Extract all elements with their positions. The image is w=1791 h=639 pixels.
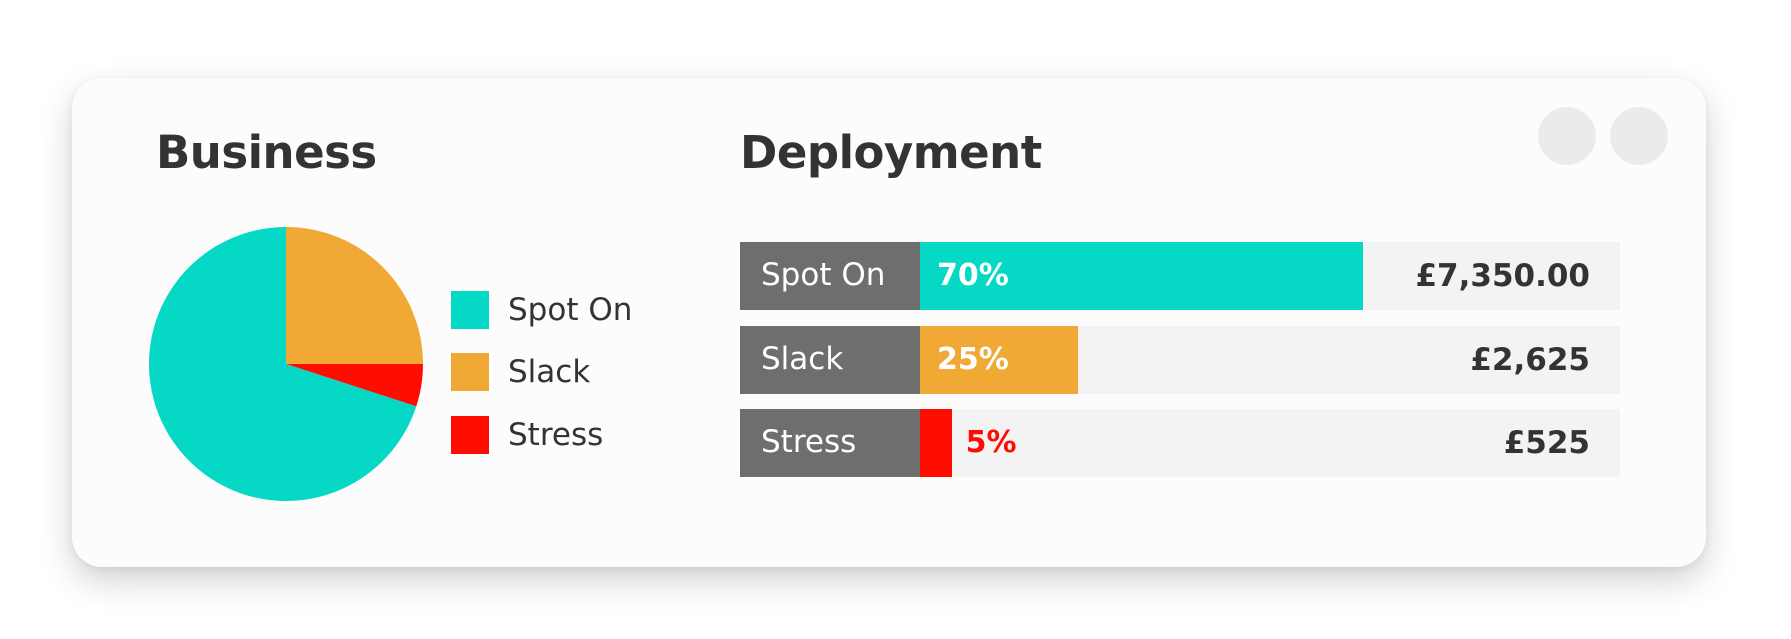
business-pie-chart [148, 227, 423, 501]
legend-label: Stress [508, 417, 604, 453]
legend-label: Slack [508, 354, 591, 390]
pie-slice-slack [286, 227, 423, 364]
window-control-dot[interactable] [1538, 107, 1596, 165]
bar-category-box: Stress [740, 409, 920, 477]
bar-percent-label: 25% [937, 342, 1009, 377]
bar-row-slack: Slack 25% £2,625 [740, 326, 1620, 394]
bar-fill [920, 326, 1079, 394]
legend-item-slack: Slack [451, 353, 671, 391]
deployment-title: Deployment [740, 126, 1042, 179]
bar-category-label: Spot On [761, 257, 886, 293]
bar-category-box: Spot On [740, 242, 920, 310]
legend-swatch [451, 291, 489, 329]
window-control-dot[interactable] [1610, 107, 1668, 165]
bar-track [920, 409, 1620, 477]
bar-fill [920, 242, 1364, 310]
legend-item-spot-on: Spot On [451, 291, 671, 329]
bar-amount-label: £525 [1503, 425, 1590, 461]
legend-swatch [451, 353, 489, 391]
pie-slice-spot-on [148, 227, 417, 501]
bar-category-label: Slack [761, 341, 844, 377]
bar-percent-label: 70% [937, 258, 1009, 293]
bar-amount-label: £7,350.00 [1415, 258, 1590, 294]
bar-amount-label: £2,625 [1470, 342, 1590, 378]
bar-category-box: Slack [740, 326, 920, 394]
legend-label: Spot On [508, 292, 633, 328]
bar-row-stress: Stress 5% £525 [740, 409, 1620, 477]
bar-fill [920, 409, 952, 477]
bar-percent-label: 5% [965, 425, 1017, 460]
bar-category-label: Stress [761, 424, 857, 460]
legend-swatch [451, 416, 489, 454]
legend-item-stress: Stress [451, 416, 671, 454]
bar-row-spot-on: Spot On 70% £7,350.00 [740, 242, 1620, 310]
pie-slice-stress [286, 364, 423, 407]
dashboard-card: Business Deployment Spot On Slack Stress… [72, 78, 1706, 567]
business-title: Business [156, 126, 377, 179]
